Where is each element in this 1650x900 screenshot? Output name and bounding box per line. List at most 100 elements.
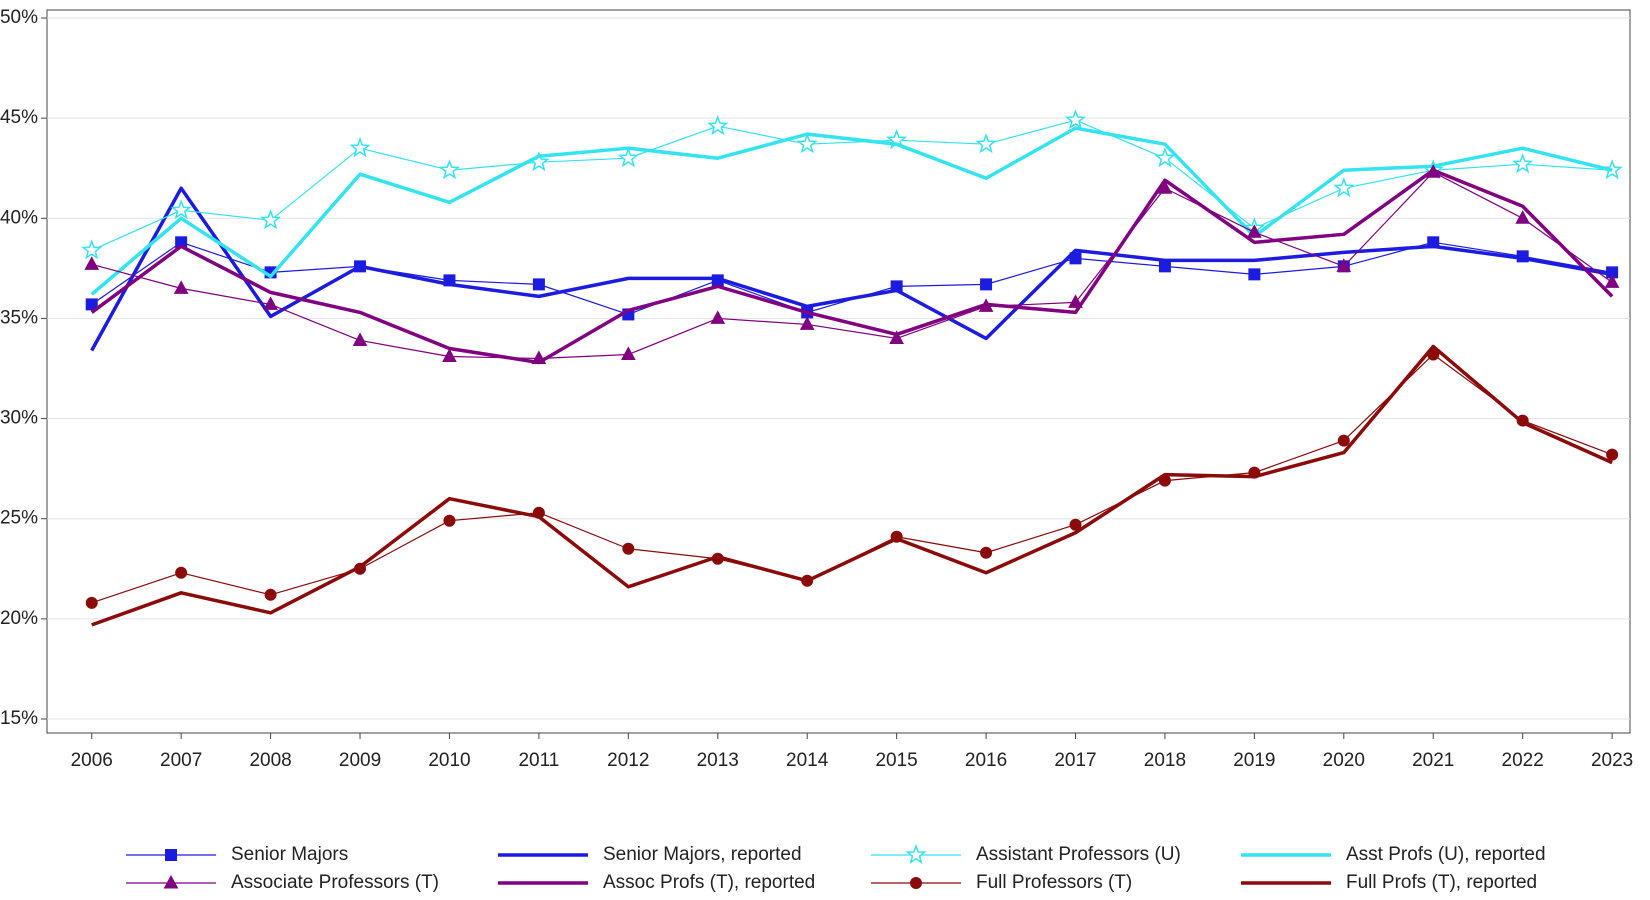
marker <box>905 843 927 865</box>
marker <box>85 298 98 311</box>
marker <box>1247 224 1262 238</box>
legend-label: Senior Majors <box>231 844 348 865</box>
series <box>91 344 1613 627</box>
x-tick-label: 2018 <box>1144 750 1186 771</box>
marker <box>1512 153 1534 174</box>
series <box>90 126 1613 296</box>
marker <box>1515 210 1531 224</box>
marker <box>622 542 635 555</box>
marker <box>1158 260 1171 273</box>
series-line <box>91 171 1613 360</box>
plot-frame <box>46 9 1631 734</box>
marker <box>707 115 729 136</box>
legend-item: Senior Majors <box>126 844 348 865</box>
marker <box>1606 448 1619 461</box>
legend-label: Assistant Professors (U) <box>976 844 1181 865</box>
series <box>81 109 1623 260</box>
series-line <box>91 353 1613 604</box>
marker <box>910 877 922 889</box>
marker <box>980 546 993 559</box>
x-tick-label: 2007 <box>160 750 202 771</box>
x-tick-label: 2009 <box>339 750 381 771</box>
marker <box>1068 294 1083 308</box>
x-tick-label: 2010 <box>428 750 470 771</box>
x-tick-label: 2020 <box>1323 750 1365 771</box>
y-tick-label: 35% <box>0 307 38 328</box>
series <box>84 164 1620 364</box>
marker <box>264 588 277 601</box>
y-tick-label: 50% <box>0 7 38 28</box>
legend-label: Senior Majors, reported <box>603 844 802 865</box>
x-tick-label: 2012 <box>607 750 649 771</box>
y-tick-label: 45% <box>0 107 38 128</box>
y-tick-label: 30% <box>0 408 38 429</box>
marker <box>1069 252 1082 265</box>
marker <box>799 316 815 330</box>
legend-item: Assoc Profs (T), reported <box>498 872 815 893</box>
x-tick-label: 2017 <box>1054 750 1096 771</box>
y-tick-label: 15% <box>0 708 38 729</box>
x-tick-label: 2021 <box>1412 750 1454 771</box>
x-tick-label: 2023 <box>1591 750 1633 771</box>
marker <box>175 566 188 579</box>
series <box>85 348 1619 609</box>
marker <box>975 133 997 154</box>
series-line <box>91 119 1613 251</box>
marker <box>1069 518 1082 531</box>
marker <box>438 159 461 180</box>
legend-label: Asst Profs (U), reported <box>1346 844 1546 865</box>
marker <box>349 137 371 158</box>
legend-item: Asst Profs (U), reported <box>1241 844 1546 865</box>
marker <box>170 199 192 220</box>
series-line <box>90 126 1613 296</box>
x-tick-label: 2014 <box>786 750 829 771</box>
legend-label: Associate Professors (T) <box>231 872 439 893</box>
marker <box>980 278 993 291</box>
legend-item: Assistant Professors (U) <box>871 843 1181 865</box>
marker <box>260 209 282 230</box>
marker <box>84 256 100 270</box>
legend-item: Associate Professors (T) <box>126 872 439 893</box>
marker <box>1336 258 1352 272</box>
legend-item: Full Profs (T), reported <box>1241 872 1537 893</box>
marker <box>1064 109 1087 130</box>
series <box>90 168 1614 365</box>
marker <box>1248 268 1261 281</box>
marker <box>263 296 278 310</box>
x-tick-label: 2006 <box>71 750 113 771</box>
legend-label: Full Profs (T), reported <box>1346 872 1537 893</box>
marker <box>85 596 98 609</box>
series-line <box>90 168 1614 365</box>
x-tick-label: 2022 <box>1502 750 1544 771</box>
legend-item: Full Professors (T) <box>871 872 1132 893</box>
marker <box>352 332 368 346</box>
marker <box>1604 274 1620 288</box>
x-tick-label: 2015 <box>875 750 917 771</box>
marker <box>889 330 904 344</box>
marker <box>1154 147 1176 168</box>
marker <box>173 280 189 294</box>
x-tick-label: 2019 <box>1233 750 1275 771</box>
marker <box>1333 177 1355 198</box>
marker <box>165 849 177 861</box>
x-tick-label: 2008 <box>249 750 291 771</box>
x-tick-label: 2016 <box>965 750 1007 771</box>
marker <box>617 147 639 168</box>
marker <box>620 346 636 360</box>
marker <box>442 348 457 362</box>
marker <box>1337 434 1350 447</box>
legend-label: Assoc Profs (T), reported <box>603 872 815 893</box>
y-tick-label: 25% <box>0 508 38 529</box>
x-tick-label: 2013 <box>697 750 739 771</box>
marker <box>163 874 179 889</box>
marker <box>796 133 818 154</box>
marker <box>710 310 726 324</box>
marker <box>81 239 103 260</box>
x-tick-label: 2011 <box>518 750 559 771</box>
y-tick-label: 40% <box>0 207 38 228</box>
y-tick-label: 20% <box>0 608 38 629</box>
legend-item: Senior Majors, reported <box>498 844 802 865</box>
marker <box>532 278 545 291</box>
series-line <box>91 344 1613 627</box>
